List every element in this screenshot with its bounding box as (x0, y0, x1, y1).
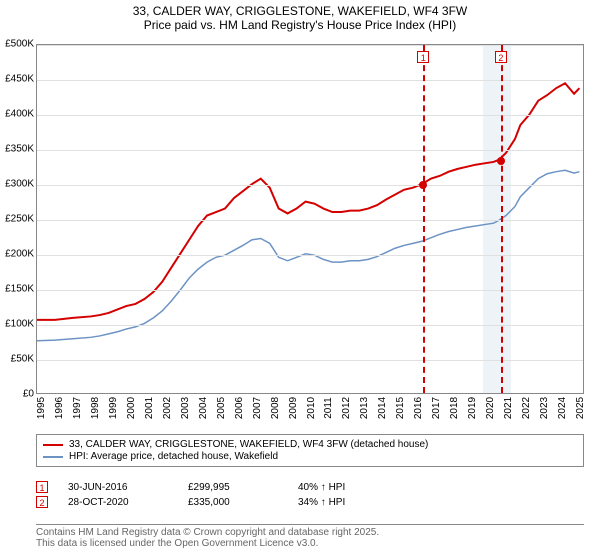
x-tick-label: 2013 (359, 397, 370, 419)
x-tick-label: 2002 (162, 397, 173, 419)
annotation-box: 1 (36, 481, 48, 493)
annotation-date: 28-OCT-2020 (68, 497, 188, 508)
x-tick-label: 2004 (198, 397, 209, 419)
legend-item: HPI: Average price, detached house, Wake… (43, 451, 577, 462)
event-dot (419, 181, 427, 189)
annotation-price: £299,995 (188, 482, 298, 493)
y-tick-label: £450K (5, 74, 34, 85)
chart-title: 33, CALDER WAY, CRIGGLESTONE, WAKEFIELD,… (0, 0, 600, 34)
y-axis: £0£50K£100K£150K£200K£250K£300K£350K£400… (0, 44, 35, 394)
annotation-date: 30-JUN-2016 (68, 482, 188, 493)
x-tick-label: 1995 (36, 397, 47, 419)
x-tick-label: 2009 (288, 397, 299, 419)
x-tick-label: 2023 (539, 397, 550, 419)
x-tick-label: 1999 (108, 397, 119, 419)
x-tick-label: 2006 (234, 397, 245, 419)
y-tick-label: £350K (5, 144, 34, 155)
y-tick-label: £100K (5, 319, 34, 330)
y-tick-label: £150K (5, 284, 34, 295)
chart-container: 33, CALDER WAY, CRIGGLESTONE, WAKEFIELD,… (0, 0, 600, 560)
x-tick-label: 2020 (485, 397, 496, 419)
x-tick-label: 1997 (72, 397, 83, 419)
copyright: Contains HM Land Registry data © Crown c… (36, 524, 584, 549)
legend: 33, CALDER WAY, CRIGGLESTONE, WAKEFIELD,… (36, 434, 584, 467)
annotation-table: 1 30-JUN-2016£299,99540% ↑ HPI 2 28-OCT-202… (36, 478, 584, 511)
x-tick-label: 2018 (449, 397, 460, 419)
annotation-pct: 40% ↑ HPI (298, 482, 398, 493)
y-tick-label: £200K (5, 249, 34, 260)
y-tick-label: £0 (23, 389, 34, 400)
event-vline (423, 45, 425, 393)
x-tick-label: 2005 (216, 397, 227, 419)
y-tick-label: £400K (5, 109, 34, 120)
y-tick-label: £50K (11, 354, 34, 365)
event-marker-box: 1 (417, 51, 429, 63)
x-tick-label: 2003 (180, 397, 191, 419)
title-line-1: 33, CALDER WAY, CRIGGLESTONE, WAKEFIELD,… (0, 4, 600, 18)
y-tick-label: £250K (5, 214, 34, 225)
annotation-box: 2 (36, 496, 48, 508)
legend-label: HPI: Average price, detached house, Wake… (69, 451, 278, 462)
legend-swatch (43, 444, 63, 446)
x-tick-label: 2000 (126, 397, 137, 419)
x-tick-label: 2008 (270, 397, 281, 419)
y-tick-label: £300K (5, 179, 34, 190)
x-tick-label: 2019 (467, 397, 478, 419)
x-tick-label: 2015 (395, 397, 406, 419)
annotation-row: 1 30-JUN-2016£299,99540% ↑ HPI (36, 481, 584, 493)
x-tick-label: 2021 (503, 397, 514, 419)
plot-area: 12 (36, 44, 584, 394)
event-dot (497, 157, 505, 165)
x-tick-label: 2012 (341, 397, 352, 419)
legend-label: 33, CALDER WAY, CRIGGLESTONE, WAKEFIELD,… (69, 439, 428, 450)
copyright-line-1: Contains HM Land Registry data © Crown c… (36, 527, 584, 538)
x-tick-label: 2001 (144, 397, 155, 419)
x-tick-label: 2014 (377, 397, 388, 419)
y-tick-label: £500K (5, 39, 34, 50)
copyright-line-2: This data is licensed under the Open Gov… (36, 538, 584, 549)
x-tick-label: 2017 (431, 397, 442, 419)
annotation-pct: 34% ↑ HPI (298, 497, 398, 508)
x-axis: 1995 1996 1997 1998 1999 2000 2001 2002 2003 2004… (36, 396, 584, 426)
event-marker-box: 2 (495, 51, 507, 63)
x-tick-label: 1996 (54, 397, 65, 419)
legend-swatch (43, 456, 63, 458)
event-vline (501, 45, 503, 393)
x-tick-label: 1998 (90, 397, 101, 419)
title-line-2: Price paid vs. HM Land Registry's House … (0, 18, 600, 32)
x-tick-label: 2024 (557, 397, 568, 419)
series-property (37, 83, 579, 320)
x-tick-label: 2007 (252, 397, 263, 419)
annotation-price: £335,000 (188, 497, 298, 508)
x-tick-label: 2011 (323, 397, 334, 419)
x-tick-label: 2010 (306, 397, 317, 419)
legend-item: 33, CALDER WAY, CRIGGLESTONE, WAKEFIELD,… (43, 439, 577, 450)
x-tick-label: 2022 (521, 397, 532, 419)
x-tick-label: 2025 (575, 397, 586, 419)
annotation-row: 2 28-OCT-2020£335,00034% ↑ HPI (36, 496, 584, 508)
x-tick-label: 2016 (413, 397, 424, 419)
